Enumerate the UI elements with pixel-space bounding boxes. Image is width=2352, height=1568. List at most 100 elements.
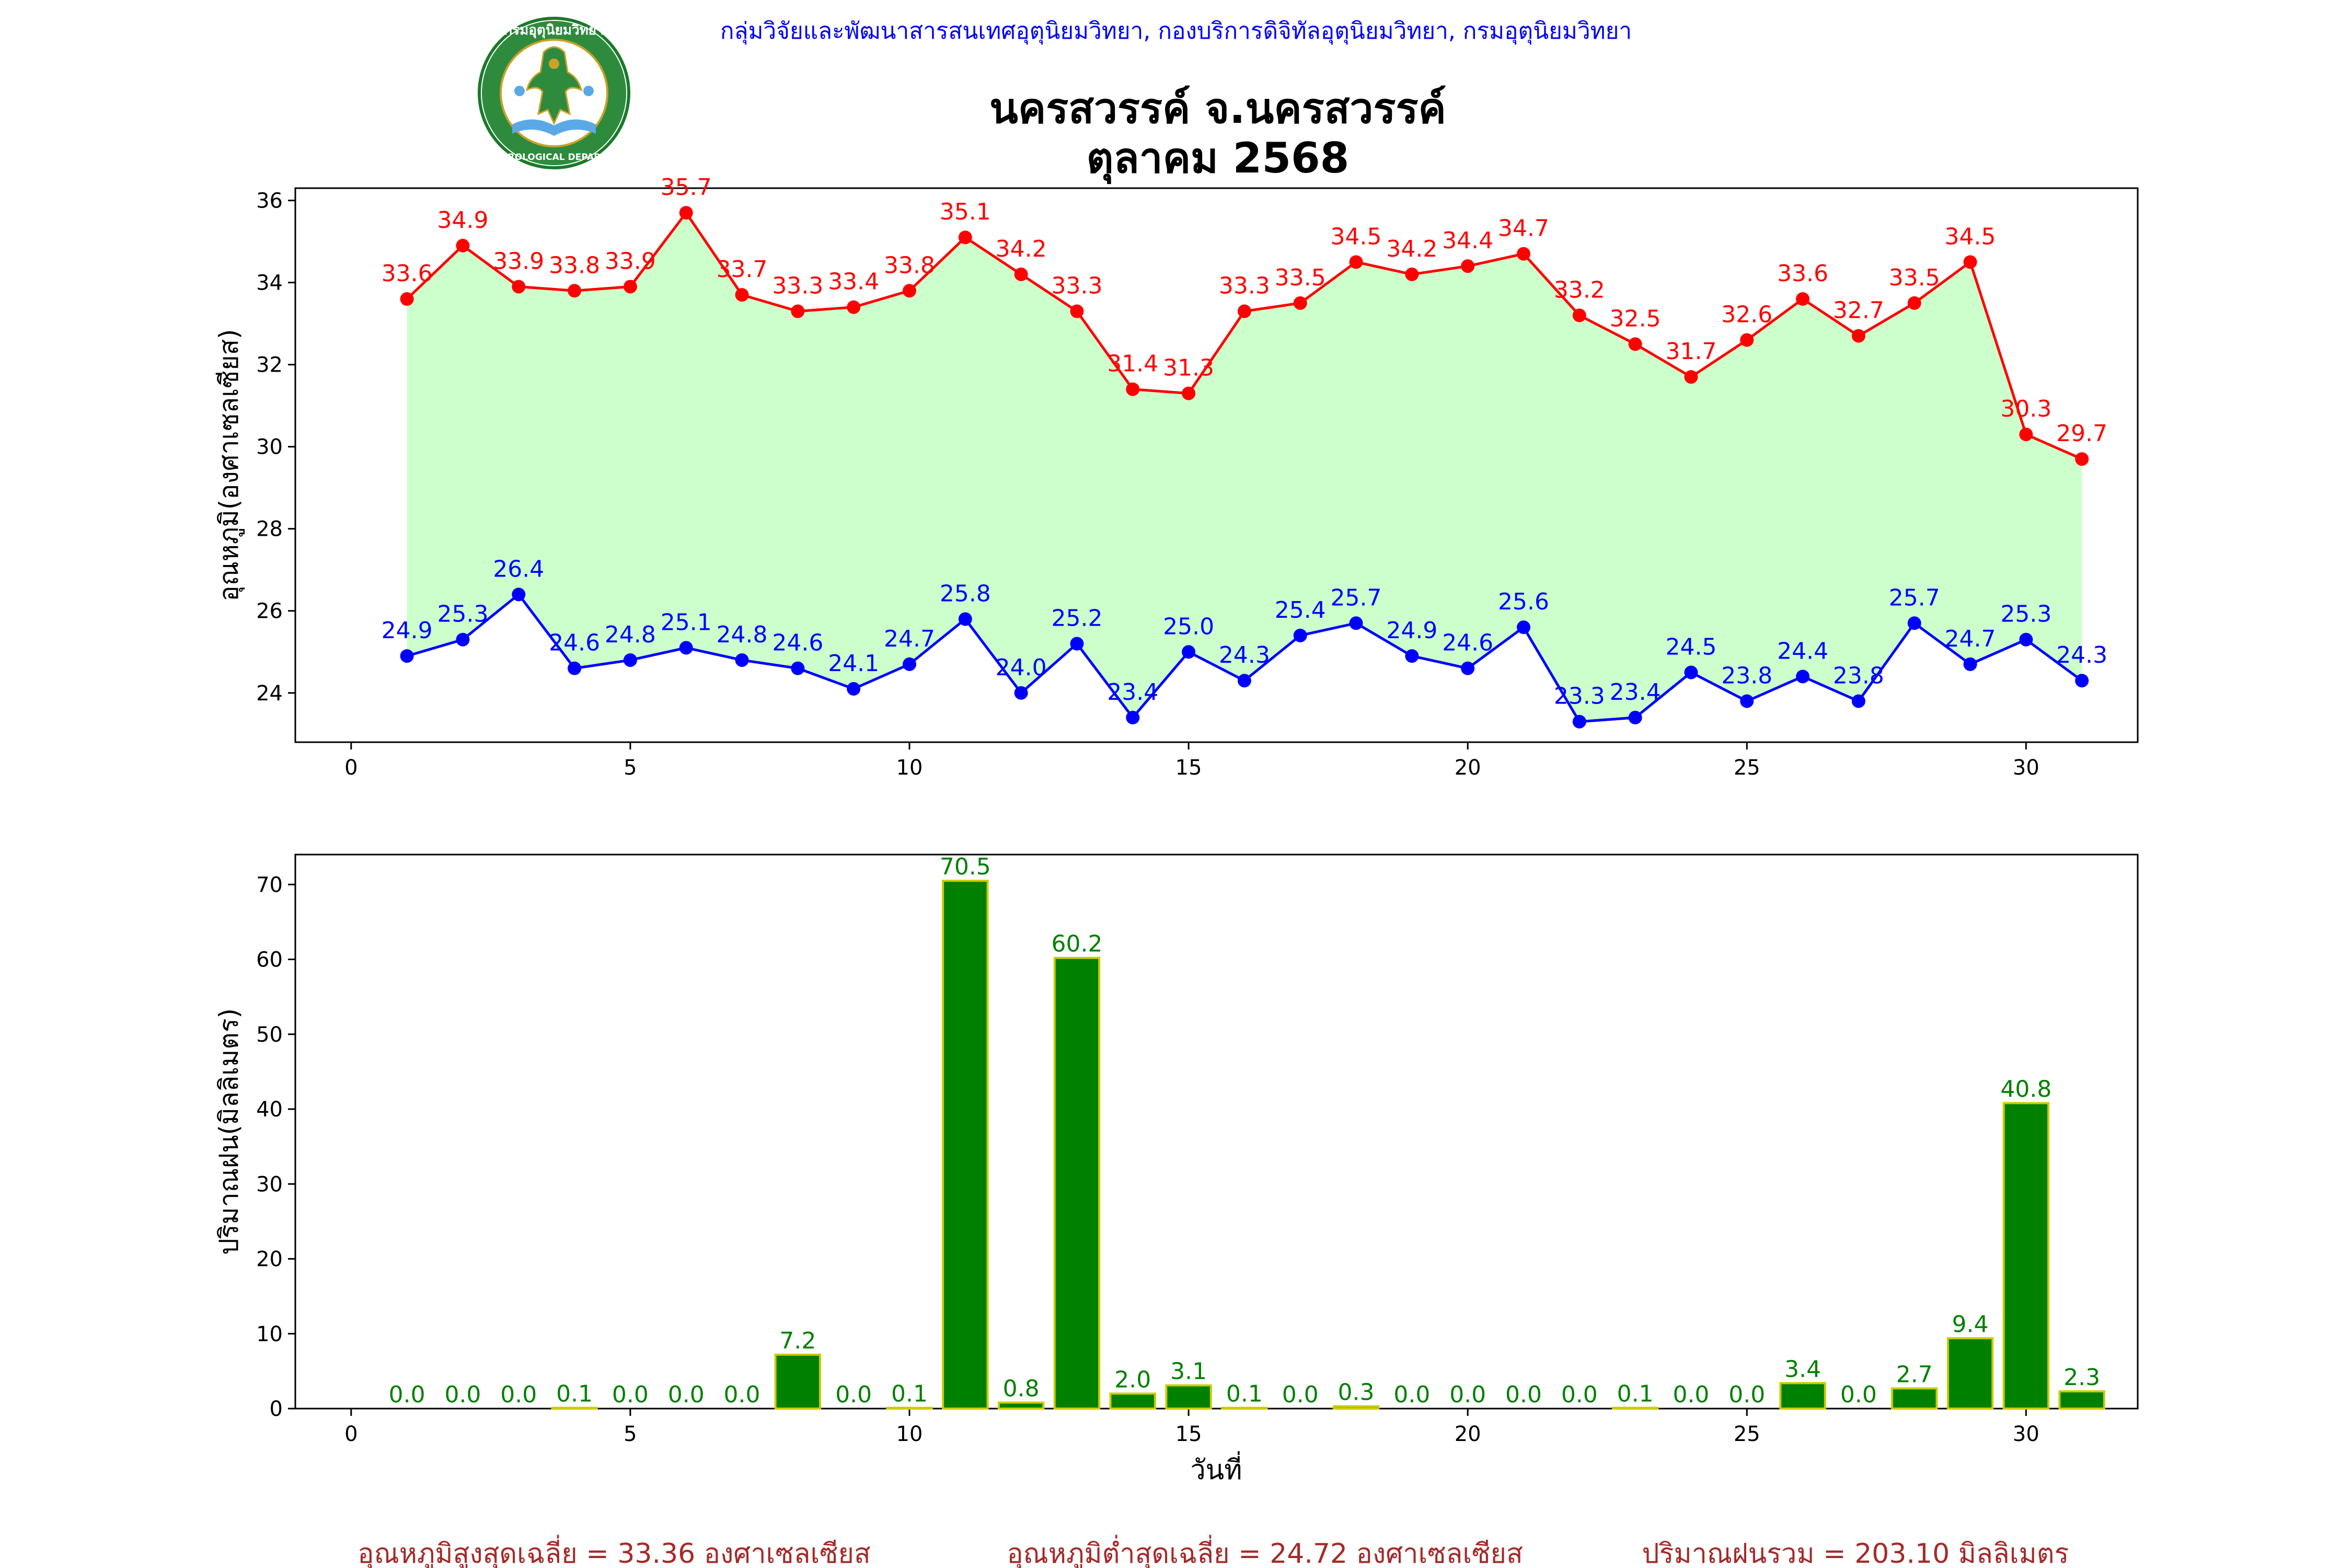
min-temperature-label: 24.0 bbox=[996, 654, 1047, 681]
rainfall-bar-label: 0.0 bbox=[1561, 1381, 1598, 1408]
max-temperature-point bbox=[1461, 259, 1475, 273]
min-temperature-label: 24.5 bbox=[1665, 634, 1716, 661]
min-temperature-point bbox=[903, 657, 916, 671]
y-tick-label: 20 bbox=[256, 1248, 283, 1272]
temperature-y-axis-label: อุณหภูมิ(องศาเซลเซียส) bbox=[214, 329, 245, 601]
min-temperature-point bbox=[1014, 686, 1028, 700]
rainfall-bar-label: 3.1 bbox=[1170, 1358, 1207, 1385]
y-tick-label: 10 bbox=[256, 1322, 283, 1346]
y-tick-label: 0 bbox=[270, 1397, 283, 1421]
temperature-x-ticks: 0 5 10 15 20 25 30 bbox=[344, 742, 2039, 780]
max-temperature-label: 30.3 bbox=[2000, 396, 2051, 422]
temperature-plot-frame bbox=[294, 187, 2139, 743]
max-temperature-point bbox=[1293, 296, 1307, 310]
max-temperature-point bbox=[400, 292, 414, 306]
min-temperature-label: 24.3 bbox=[1219, 642, 1270, 668]
y-tick-label: 28 bbox=[256, 517, 283, 541]
rainfall-bar-label: 0.0 bbox=[835, 1381, 872, 1408]
x-tick-label: 10 bbox=[896, 1422, 923, 1446]
min-temperature-point bbox=[1126, 710, 1140, 724]
min-temperature-point bbox=[847, 682, 861, 696]
max-temperature-label: 33.8 bbox=[549, 252, 600, 279]
x-tick-label: 20 bbox=[1455, 756, 1481, 780]
y-tick-label: 50 bbox=[256, 1023, 283, 1047]
max-temperature-label: 35.7 bbox=[661, 174, 712, 201]
min-temperature-label: 23.3 bbox=[1554, 683, 1605, 710]
max-temperature-point bbox=[1851, 329, 1865, 343]
max-temperature-label: 34.5 bbox=[1331, 223, 1382, 250]
max-temperature-point bbox=[847, 300, 861, 314]
min-temperature-label: 26.4 bbox=[493, 556, 544, 582]
chart-title: นครสวรรค์ จ.นครสวรรค์ bbox=[989, 84, 1446, 133]
x-tick-label: 15 bbox=[1175, 756, 1202, 780]
y-tick-label: 34 bbox=[256, 271, 283, 295]
max-temperature-label: 34.4 bbox=[1442, 227, 1493, 254]
min-temperature-point bbox=[1349, 616, 1363, 630]
min-temperature-point bbox=[568, 661, 582, 675]
min-temperature-label: 25.6 bbox=[1498, 589, 1549, 615]
y-tick-label: 40 bbox=[256, 1098, 283, 1122]
max-temperature-point bbox=[2075, 452, 2089, 466]
rainfall-bar-label: 0.0 bbox=[444, 1381, 481, 1408]
y-tick-label: 30 bbox=[256, 1172, 283, 1196]
min-temperature-label: 25.4 bbox=[1275, 597, 1326, 624]
min-temperature-label: 24.3 bbox=[2056, 642, 2107, 668]
min-temperature-point bbox=[1628, 710, 1642, 724]
rainfall-bar-label: 0.0 bbox=[1449, 1381, 1486, 1408]
min-temperature-point bbox=[1237, 674, 1251, 688]
rainfall-bar-label: 0.0 bbox=[1728, 1381, 1765, 1408]
rainfall-bar-label: 0.0 bbox=[1505, 1381, 1542, 1408]
max-temperature-point bbox=[1628, 337, 1642, 351]
max-temperature-label: 33.8 bbox=[884, 252, 935, 279]
x-tick-label: 10 bbox=[896, 756, 923, 780]
max-temperature-label: 31.4 bbox=[1107, 351, 1158, 377]
min-temperature-labels: 24.925.326.424.6 24.8 25.1 24.8 24.624.124.7… bbox=[382, 556, 2108, 709]
min-temperature-point bbox=[1182, 645, 1196, 659]
min-temperature-points bbox=[400, 587, 2089, 729]
rainfall-bar-label: 0.1 bbox=[556, 1381, 593, 1408]
x-tick-label: 0 bbox=[344, 1422, 358, 1446]
y-tick-label: 30 bbox=[256, 435, 283, 459]
min-temperature-label: 24.9 bbox=[1386, 617, 1437, 644]
rainfall-bar bbox=[1221, 1406, 1268, 1410]
logo: กรมอุตุนิยมวิทยา METEOROLOGICAL DEPARTME… bbox=[473, 17, 635, 169]
rainfall-bar-label: 3.4 bbox=[1784, 1356, 1821, 1382]
x-tick-label: 15 bbox=[1175, 1422, 1202, 1446]
min-temperature-label: 24.6 bbox=[772, 630, 823, 656]
max-temperature-point bbox=[1349, 255, 1363, 269]
max-temperature-label: 33.4 bbox=[828, 269, 879, 295]
rainfall-bar-label: 0.0 bbox=[1393, 1381, 1430, 1408]
min-temperature-point bbox=[400, 649, 414, 663]
rainfall-bar-label: 0.0 bbox=[389, 1381, 425, 1408]
max-temperature-label: 33.3 bbox=[1051, 273, 1102, 299]
min-temperature-point bbox=[1070, 637, 1084, 651]
rainfall-bar bbox=[551, 1406, 598, 1410]
rainfall-bar-label: 0.0 bbox=[1282, 1381, 1319, 1408]
min-temperature-point bbox=[1461, 661, 1475, 675]
rainfall-bar-label: 0.1 bbox=[891, 1381, 928, 1408]
max-temperature-point bbox=[1014, 267, 1028, 281]
max-temperature-label: 33.6 bbox=[1777, 260, 1828, 287]
max-temperature-label: 34.2 bbox=[996, 236, 1047, 262]
y-tick-label: 60 bbox=[256, 948, 283, 972]
x-tick-label: 30 bbox=[2013, 756, 2039, 780]
rainfall-bar-label: 7.2 bbox=[779, 1328, 816, 1354]
min-temperature-label: 25.2 bbox=[1051, 605, 1102, 632]
min-temperature-label: 24.8 bbox=[717, 621, 768, 648]
max-temperature-point bbox=[1684, 370, 1698, 384]
department-line: กลุ่มวิจัยและพัฒนาสารสนเทศอุตุนิยมวิทยา,… bbox=[720, 18, 1632, 45]
max-temperature-label: 33.5 bbox=[1275, 264, 1326, 291]
max-temperature-point bbox=[456, 238, 470, 252]
min-temperature-label: 25.3 bbox=[437, 601, 488, 628]
min-temperature-point bbox=[1740, 694, 1754, 708]
min-temperature-label: 24.7 bbox=[884, 626, 935, 652]
rainfall-bar bbox=[1946, 1337, 1994, 1410]
y-tick-label: 32 bbox=[256, 353, 283, 377]
avg-max-summary: อุณหภูมิสูงสุดเฉลี่ย = 33.36 องศาเซลเซีย… bbox=[358, 1535, 871, 1568]
rainfall-bar bbox=[1891, 1387, 1938, 1410]
rainfall-bar-label: 0.0 bbox=[1673, 1381, 1709, 1408]
x-tick-label: 25 bbox=[1734, 1422, 1760, 1446]
x-tick-label: 5 bbox=[624, 756, 637, 780]
x-tick-label: 5 bbox=[624, 1422, 637, 1446]
rainfall-bar bbox=[2058, 1390, 2105, 1410]
